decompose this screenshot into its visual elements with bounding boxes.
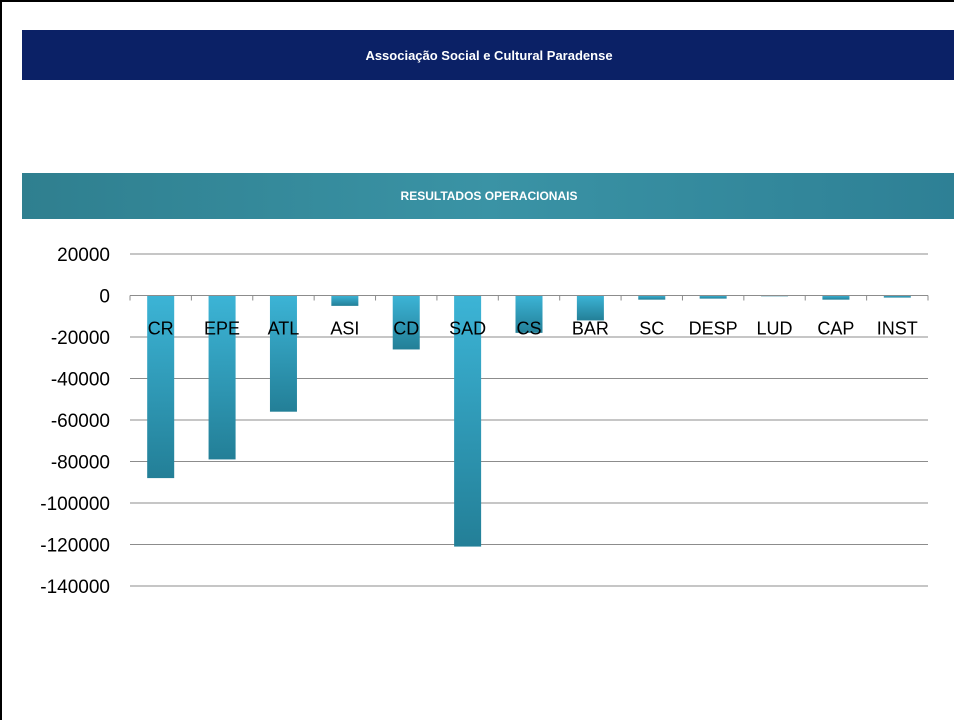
section-banner: RESULTADOS OPERACIONAIS [22, 173, 954, 219]
bar-cr [147, 295, 175, 479]
y-tick-label: -140000 [40, 577, 110, 598]
bar-inst [883, 295, 911, 298]
y-tick-label: -20000 [51, 328, 110, 349]
organization-title: Associação Social e Cultural Paradense [365, 47, 613, 63]
x-tick-label: ATL [268, 319, 300, 339]
bar-cs [515, 295, 543, 333]
y-tick-label: -100000 [40, 494, 110, 515]
x-tick-label: EPE [204, 319, 240, 339]
y-tick-label: 0 [99, 287, 110, 308]
bar-epe [208, 295, 236, 460]
y-tick-label: 20000 [57, 245, 110, 266]
section-title: RESULTADOS OPERACIONAIS [400, 189, 578, 203]
bar-asi [331, 295, 359, 306]
x-axis [129, 295, 929, 301]
bar-atl [269, 295, 297, 412]
x-tick-label: SAD [449, 319, 486, 339]
bar-desp [699, 295, 727, 299]
header-banner: Associação Social e Cultural Paradense [22, 30, 954, 80]
bars [147, 295, 911, 547]
bar-sc [638, 295, 666, 300]
x-tick-label: DESP [689, 319, 738, 339]
bar-sad [454, 295, 482, 547]
y-tick-label: -80000 [51, 453, 110, 474]
x-tick-label: CAP [817, 319, 854, 339]
x-tick-label: LUD [757, 319, 793, 339]
gridlines [130, 253, 928, 587]
x-tick-label: CS [516, 319, 541, 339]
x-axis-tick-labels: CR EPE ATL ASI CD SAD CS BAR SC DESP LUD CAP INST [148, 319, 918, 339]
y-axis-tick-labels: 20000 0 -20000 -40000 -60000 -80000 -100000 -12… [40, 245, 110, 598]
x-tick-label: ASI [330, 319, 359, 339]
x-tick-label: SC [639, 319, 664, 339]
y-tick-label: -120000 [40, 536, 110, 557]
y-tick-label: -60000 [51, 411, 110, 432]
x-tick-label: CD [393, 319, 419, 339]
x-tick-label: CR [148, 319, 174, 339]
x-tick-label: INST [877, 319, 918, 339]
bar-cap [822, 295, 850, 300]
y-tick-label: -40000 [51, 370, 110, 391]
bar-cd [392, 295, 420, 350]
x-tick-label: BAR [572, 319, 609, 339]
bar-bar [576, 295, 604, 321]
